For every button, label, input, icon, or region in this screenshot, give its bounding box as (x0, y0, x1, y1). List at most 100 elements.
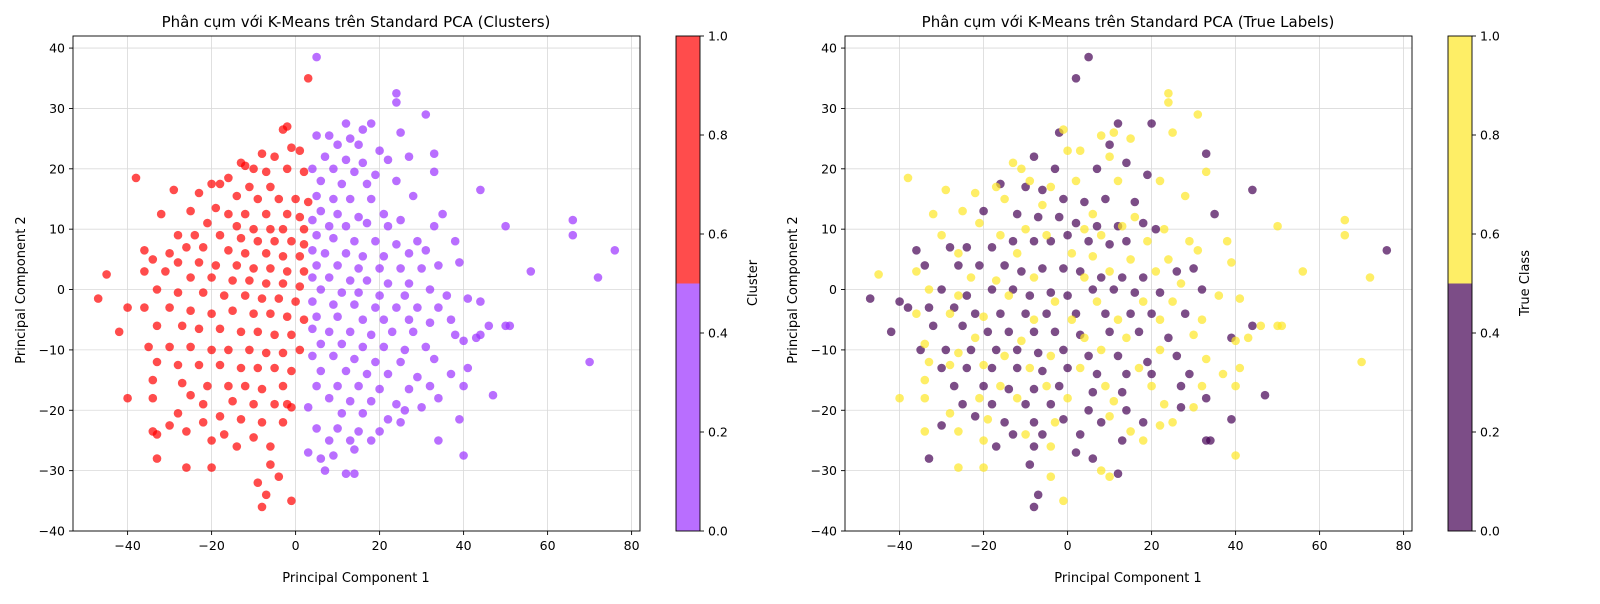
x-tick-label: −20 (198, 538, 224, 553)
scatter-point (501, 221, 510, 231)
scatter-point (912, 267, 921, 276)
y-tick-label: 20 (49, 161, 65, 176)
scatter-point (455, 415, 464, 424)
scatter-point (1038, 200, 1047, 210)
scatter-point (425, 318, 435, 328)
scatter-point (1067, 249, 1077, 258)
scatter-point (316, 285, 326, 294)
scatter-point (979, 206, 988, 216)
scatter-point (1201, 354, 1211, 364)
scatter-point (941, 185, 951, 195)
scatter-point (924, 303, 934, 312)
scatter-point (895, 393, 904, 403)
scatter-point (438, 209, 447, 219)
scatter-point (937, 363, 946, 373)
scatter-point (1012, 249, 1022, 258)
scatter-point (949, 303, 959, 312)
scatter-point (324, 273, 334, 282)
scatter-point (987, 285, 997, 294)
colorbar-tick-label: 0.4 (1480, 326, 1500, 341)
scatter-point (1038, 185, 1047, 195)
scatter-point (1105, 472, 1114, 482)
scatter-point (350, 300, 359, 309)
scatter-point (358, 409, 368, 418)
scatter-point (232, 191, 242, 201)
scatter-point (1159, 399, 1169, 409)
scatter-point (408, 327, 418, 337)
x-tick-label: −20 (970, 538, 996, 553)
scatter-point (345, 276, 355, 285)
scatter-point (375, 427, 384, 436)
y-axis-label: Principal Component 2 (786, 216, 801, 363)
scatter-point (1248, 185, 1257, 195)
scatter-point (1021, 309, 1030, 319)
scatter-point (169, 185, 179, 195)
scatter-point (240, 209, 250, 219)
scatter-point (1365, 273, 1375, 282)
scatter-point (287, 143, 296, 152)
y-tick-label: −30 (811, 463, 837, 478)
scatter-point (1029, 502, 1039, 512)
scatter-point (194, 188, 204, 198)
scatter-point (912, 309, 921, 319)
scatter-point (1138, 218, 1148, 228)
scatter-point (920, 375, 930, 385)
y-tick-label: 0 (57, 282, 65, 297)
scatter-point (874, 270, 883, 279)
scatter-point (366, 330, 376, 340)
scatter-point (1122, 406, 1131, 415)
scatter-point (148, 255, 158, 264)
scatter-point (337, 288, 347, 297)
scatter-point (1227, 258, 1236, 267)
scatter-point (320, 249, 330, 258)
scatter-point (278, 125, 288, 134)
scatter-point (924, 454, 934, 463)
scatter-point (1017, 336, 1026, 346)
scatter-point (236, 363, 246, 373)
scatter-point (1113, 315, 1123, 325)
scatter-point (194, 360, 204, 370)
scatter-point (1000, 418, 1009, 427)
scatter-point (1147, 369, 1156, 379)
scatter-point (895, 297, 904, 306)
scatter-point (152, 357, 162, 367)
scatter-point (207, 436, 216, 445)
scatter-point (1008, 236, 1018, 246)
scatter-point (1042, 230, 1051, 240)
scatter-point (1176, 381, 1186, 391)
scatter-point (257, 502, 267, 512)
scatter-point (1231, 336, 1240, 346)
scatter-point (266, 442, 275, 451)
scatter-point (379, 315, 389, 325)
scatter-point (299, 167, 309, 177)
scatter-point (270, 152, 279, 161)
scatter-point (261, 348, 271, 358)
scatter-point (1340, 230, 1350, 240)
scatter-point (240, 249, 250, 258)
scatter-point (1008, 285, 1018, 294)
scatter-point (1105, 327, 1114, 337)
scatter-point (274, 472, 284, 482)
scatter-point (966, 345, 976, 355)
scatter-point (1050, 164, 1060, 174)
scatter-point (236, 327, 246, 337)
scatter-point (1231, 381, 1240, 391)
scatter-point (1143, 236, 1152, 246)
scatter-point (1155, 288, 1165, 297)
plot-frame (72, 35, 641, 532)
scatter-point (303, 403, 313, 412)
scatter-point (1033, 490, 1043, 500)
scatter-point (1033, 348, 1043, 358)
scatter-point (920, 427, 930, 436)
scatter-point (396, 215, 405, 225)
scatter-point (354, 288, 363, 297)
scatter-point (362, 369, 372, 379)
x-axis-label: Principal Component 1 (282, 571, 429, 586)
scatter-point (287, 236, 296, 246)
scatter-point (186, 342, 195, 352)
scatter-point (232, 442, 242, 451)
scatter-point (383, 369, 393, 379)
scatter-point (245, 182, 254, 192)
scatter-point (924, 285, 934, 294)
